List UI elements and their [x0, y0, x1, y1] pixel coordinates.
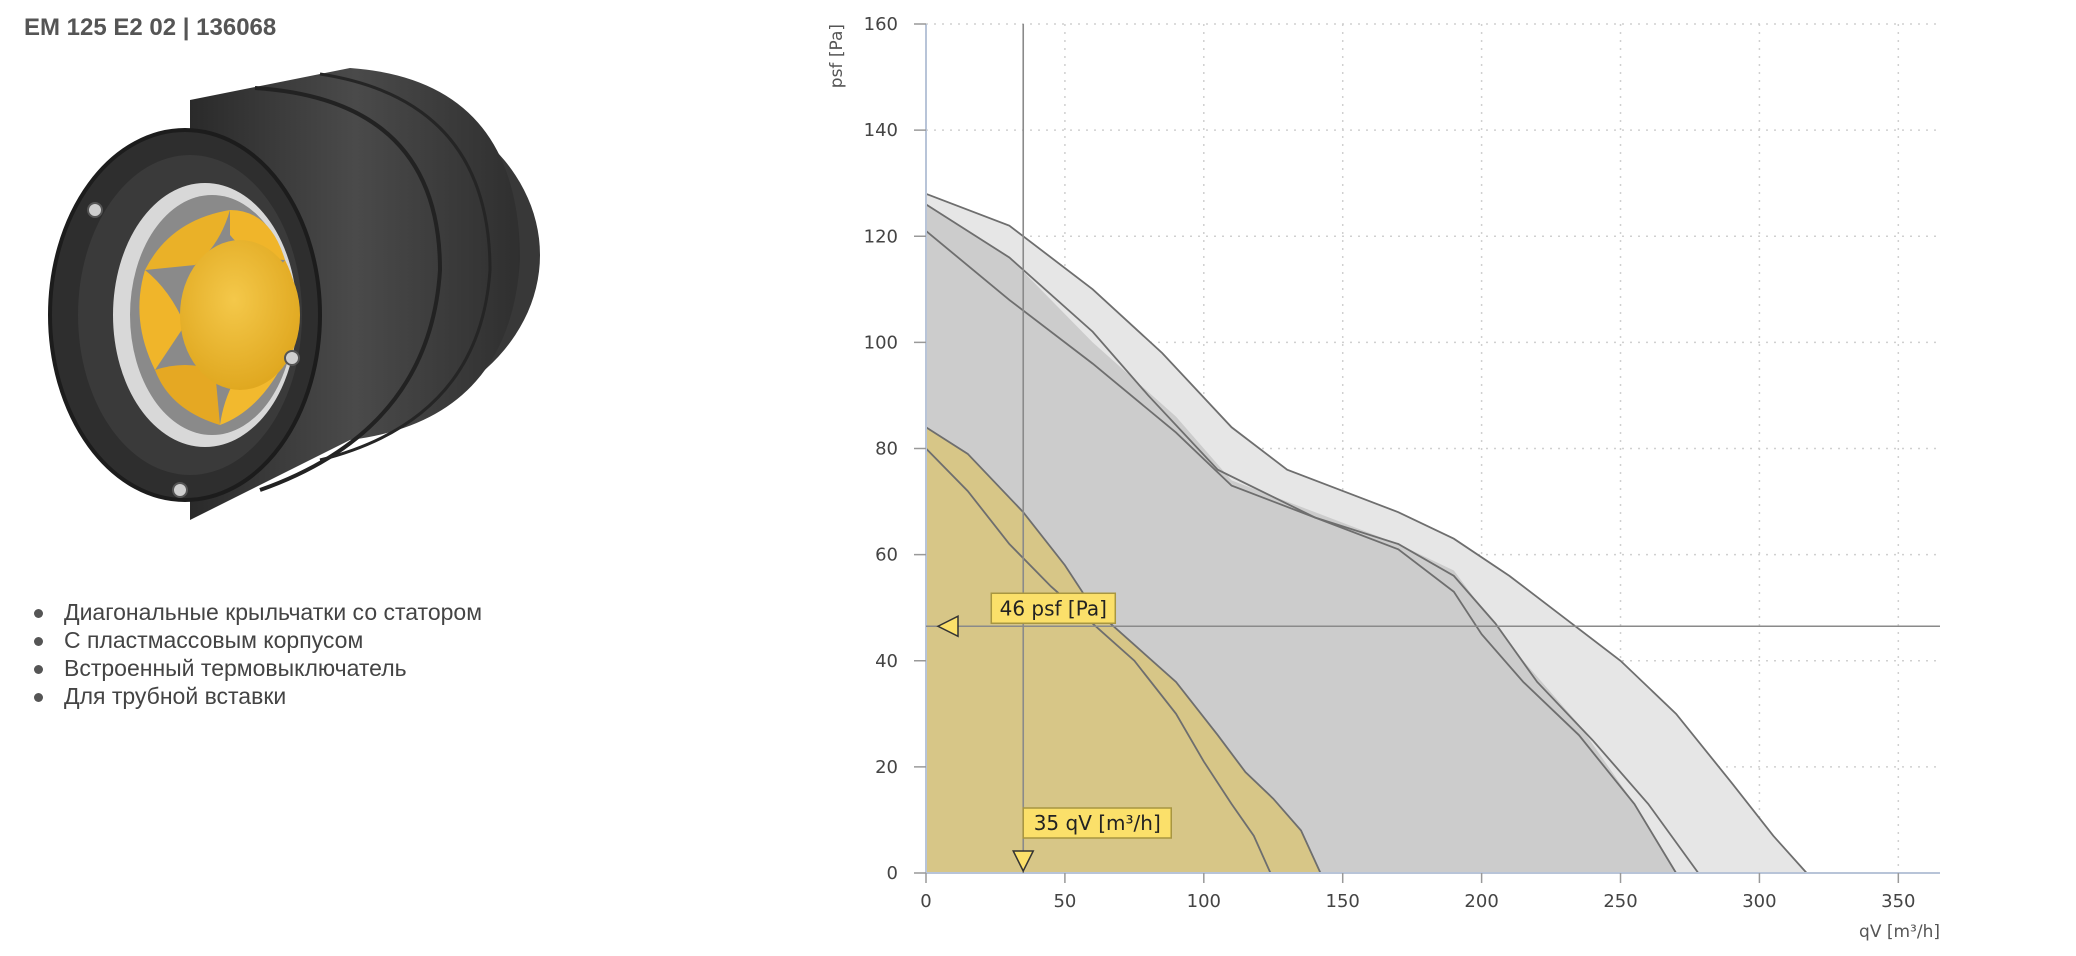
x-tick-label: 200 — [1464, 891, 1498, 912]
performance-curve — [925, 203, 1700, 874]
x-tick-label: 0 — [920, 891, 931, 912]
feature-item: Диагональные крыльчатки со статором — [32, 598, 482, 626]
chart-axes: 0 20 40 60 80 100 120 140 160 0 50 100 150 200 250 300 3… — [864, 14, 1940, 912]
feature-item: Для трубной вставки — [32, 682, 482, 710]
performance-curve — [925, 426, 1322, 874]
bullet-icon — [34, 637, 43, 646]
y-tick-label: 120 — [864, 226, 898, 247]
x-tick-label: 150 — [1326, 891, 1360, 912]
feature-list: Диагональные крыльчатки со статором С пл… — [32, 598, 482, 710]
y-tick-label: 60 — [875, 545, 898, 566]
feature-text: Для трубной вставки — [64, 683, 287, 709]
bullet-icon — [34, 609, 43, 618]
feature-text: Диагональные крыльчатки со статором — [64, 599, 483, 625]
x-tick-label: 300 — [1742, 891, 1776, 912]
x-tick-label: 250 — [1603, 891, 1637, 912]
y-tick-label: 80 — [875, 439, 898, 460]
pressure-label: 46 psf [Pa] — [1000, 596, 1107, 620]
x-tick-label: 350 — [1881, 891, 1915, 912]
feature-text: Встроенный термовыключатель — [64, 655, 407, 681]
chart-curves — [925, 192, 1808, 874]
flow-label: 35 qV [m³/h] — [1034, 811, 1161, 835]
x-tick-label: 100 — [1187, 891, 1221, 912]
feature-text: С пластмассовым корпусом — [64, 627, 364, 653]
performance-curve — [925, 192, 1808, 874]
page-title: EM 125 E2 02 | 136068 — [24, 14, 277, 41]
y-tick-label: 160 — [864, 14, 898, 35]
feature-item: С пластмассовым корпусом — [32, 626, 482, 654]
feature-item: Встроенный термовыключатель — [32, 654, 482, 682]
y-tick-label: 20 — [875, 757, 898, 778]
chart-markers: 46 psf [Pa] 35 qV [m³/h] — [926, 24, 1940, 873]
pressure-label-box — [990, 592, 1117, 625]
flow-label-box — [1022, 807, 1172, 839]
y-tick-label: 40 — [875, 651, 898, 672]
bullet-icon — [34, 693, 43, 702]
inline-duct-fan-icon — [48, 68, 540, 520]
flow-marker-triangle-icon — [1012, 850, 1035, 873]
y-axis-label: psf [Pa] — [827, 24, 847, 88]
bullet-icon — [34, 665, 43, 674]
performance-curve — [925, 230, 1677, 874]
performance-curve — [925, 447, 1272, 874]
y-tick-label: 100 — [864, 332, 898, 353]
product-image — [20, 60, 540, 565]
y-tick-label: 0 — [887, 863, 898, 884]
y-tick-label: 140 — [864, 120, 898, 141]
x-tick-label: 50 — [1053, 891, 1076, 912]
pressure-marker-triangle-icon — [936, 615, 959, 638]
x-axis-label: qV [m³/h] — [1859, 922, 1940, 942]
